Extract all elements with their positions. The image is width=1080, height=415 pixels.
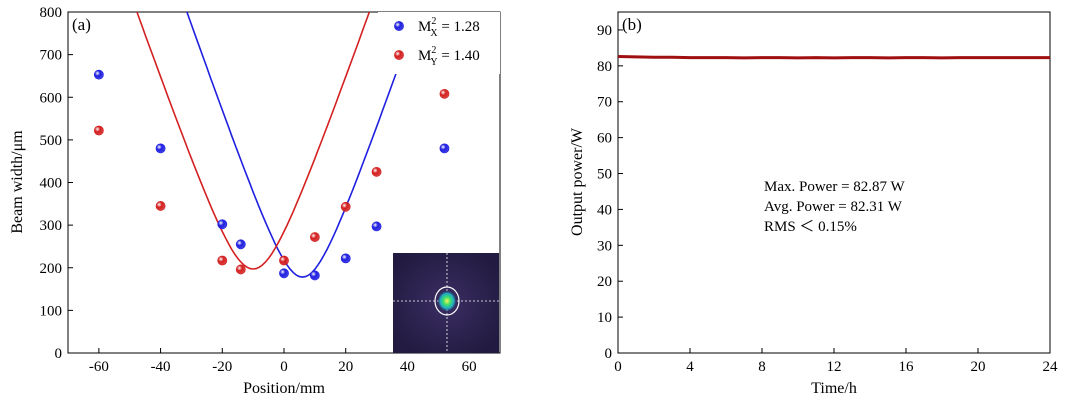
data-point (279, 255, 289, 266)
x-tick-label-a: 40 (400, 359, 415, 375)
panel-label-a: (a) (72, 15, 91, 34)
legend-my-sup: 2 (431, 45, 436, 56)
y-tick-label-b: 80 (597, 59, 612, 75)
legend-my-main: M (418, 48, 431, 64)
tick-marks-a (68, 11, 470, 354)
x-tick-label-b: 0 (614, 359, 622, 375)
beam-profile-inset (393, 253, 499, 353)
legend-my-value: = 1.40 (438, 48, 480, 64)
y-tick-label-a: 300 (40, 218, 63, 234)
data-point (439, 88, 450, 99)
annotation-avg-power: Avg. Power = 82.31 W (764, 199, 903, 215)
data-point (309, 232, 320, 242)
x-tick-label-a: 60 (462, 359, 477, 375)
data-point (309, 270, 320, 281)
x-tick-label-a: 20 (338, 359, 353, 375)
data-points-a (93, 69, 450, 281)
data-point (93, 69, 104, 80)
data-point (439, 143, 450, 154)
data-point (217, 255, 228, 266)
y-tick-label-b: 20 (597, 274, 612, 290)
y-tick-label-b: 0 (605, 346, 613, 362)
data-point (235, 264, 246, 275)
y-axis-label-a: Beam width/μm (9, 130, 26, 234)
inset-beam-spot (437, 290, 457, 312)
legend-label-my: M2 Y = 1.40 (418, 45, 480, 68)
x-axis-label-a: Position/mm (243, 380, 325, 397)
power-line (617, 55, 1050, 60)
legend-my-sub: Y (430, 57, 437, 68)
y-tick-labels-a: 0 100 200 300 400 500 600 700 800 (40, 5, 63, 362)
x-tick-label-b: 20 (971, 359, 986, 375)
x-tick-labels-a: -60 -40 -20 0 20 40 60 (89, 359, 477, 375)
data-point (279, 268, 289, 279)
y-tick-label-b: 60 (597, 131, 612, 147)
annotation-rms: RMS ＜ 0.15% (764, 219, 857, 235)
x-tick-label-b: 24 (1043, 359, 1059, 375)
legend-marker-dot (394, 21, 404, 31)
data-point (155, 201, 166, 211)
inset-beam-ring (434, 286, 460, 316)
y-tick-label-a: 500 (40, 133, 63, 149)
y-tick-labels-b: 0 10 20 30 40 50 60 70 80 90 (597, 23, 612, 362)
annotation-max-power: Max. Power = 82.87 W (764, 179, 906, 195)
x-tick-label-b: 12 (827, 359, 842, 375)
legend-label-mx: M2 X = 1.28 (418, 16, 480, 39)
tick-marks-b (617, 29, 1051, 354)
legend-marker-my (394, 50, 404, 60)
x-axis-label-b: Time/h (811, 380, 857, 397)
y-tick-label-b: 10 (597, 310, 612, 326)
y-tick-label-b: 40 (597, 202, 612, 218)
y-axis-label-b: Output power/W (569, 127, 586, 236)
panel-a: -60 -40 -20 0 20 40 60 0 100 200 300 400 500 600 700 8… (9, 5, 501, 397)
y-tick-label-a: 600 (40, 90, 63, 106)
x-tick-label-b: 4 (686, 359, 694, 375)
data-point (217, 219, 228, 230)
y-tick-label-a: 400 (40, 176, 63, 192)
x-tick-labels-b: 0 4 8 12 16 20 24 (614, 359, 1058, 375)
y-tick-label-a: 200 (40, 261, 63, 277)
legend-marker-mx (394, 21, 404, 31)
panel-label-b: (b) (622, 15, 642, 34)
data-point (235, 239, 246, 250)
data-point (371, 221, 382, 232)
data-point (340, 201, 351, 212)
legend-entry-mx: M2 X = 1.28 (394, 16, 480, 39)
data-point (371, 166, 382, 177)
x-tick-label-a: -20 (212, 359, 232, 375)
panel-b: 0 4 8 12 16 20 24 0 10 20 30 40 50 60 70 80 90 (b) Time… (569, 11, 1058, 397)
x-tick-label-a: 0 (280, 359, 288, 375)
y-tick-label-a: 100 (40, 303, 63, 319)
y-tick-label-a: 0 (55, 346, 63, 362)
y-tick-label-b: 50 (597, 167, 612, 183)
x-tick-label-b: 8 (758, 359, 766, 375)
data-point (155, 143, 166, 154)
data-point (340, 253, 351, 264)
power-trace (617, 55, 1050, 60)
legend-marker-dot (394, 50, 404, 60)
y-tick-label-b: 70 (597, 95, 612, 111)
legend-mx-sup: 2 (431, 16, 436, 27)
x-tick-label-b: 16 (899, 359, 915, 375)
y-tick-label-b: 30 (597, 238, 612, 254)
y-tick-label-b: 90 (597, 23, 612, 39)
data-point (93, 125, 104, 136)
x-tick-label-a: -40 (151, 359, 171, 375)
legend-a: M2 X = 1.28 M2 Y = 1.40 (378, 12, 500, 74)
y-tick-label-a: 700 (40, 48, 63, 64)
legend-mx-main: M (418, 19, 431, 35)
y-tick-label-a: 800 (40, 5, 63, 21)
legend-mx-value: = 1.28 (438, 19, 480, 35)
x-tick-label-a: -60 (89, 359, 109, 375)
legend-mx-sub: X (430, 28, 438, 39)
fit-curve (136, 12, 371, 270)
legend-entry-my: M2 Y = 1.40 (394, 45, 480, 68)
